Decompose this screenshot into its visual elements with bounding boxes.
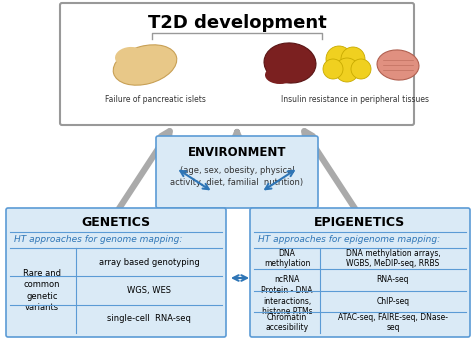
FancyBboxPatch shape	[6, 208, 226, 337]
Text: EPIGENETICS: EPIGENETICS	[314, 217, 406, 230]
Text: DNA methylation arrays,
WGBS, MeDIP-seq, RRBS: DNA methylation arrays, WGBS, MeDIP-seq,…	[346, 249, 440, 268]
Ellipse shape	[264, 43, 316, 83]
Text: Chromatin
accesibility: Chromatin accesibility	[265, 313, 309, 332]
Ellipse shape	[335, 58, 359, 82]
Ellipse shape	[326, 46, 352, 72]
Text: GENETICS: GENETICS	[82, 217, 151, 230]
Text: ENVIRONMENT: ENVIRONMENT	[188, 146, 286, 158]
Ellipse shape	[351, 59, 371, 79]
Text: DNA
methylation: DNA methylation	[264, 249, 310, 268]
Text: RNA-seq: RNA-seq	[377, 275, 409, 284]
Text: HT approaches for epigenome mapping:: HT approaches for epigenome mapping:	[258, 235, 440, 244]
FancyBboxPatch shape	[60, 3, 414, 125]
Text: Insulin resistance in peripheral tissues: Insulin resistance in peripheral tissues	[281, 95, 429, 104]
Text: (age, sex, obesity, physical
activity, diet, familial  nutrition): (age, sex, obesity, physical activity, d…	[171, 166, 303, 187]
FancyBboxPatch shape	[250, 208, 470, 337]
Text: array based genotyping: array based genotyping	[99, 258, 200, 267]
Text: ChIP-seq: ChIP-seq	[376, 296, 410, 306]
Text: Protein - DNA
interactions,
histone PTMs: Protein - DNA interactions, histone PTMs	[261, 286, 313, 316]
Ellipse shape	[323, 59, 343, 79]
Text: WGS, WES: WGS, WES	[127, 286, 171, 295]
FancyBboxPatch shape	[156, 136, 318, 208]
Ellipse shape	[115, 47, 145, 67]
Ellipse shape	[377, 50, 419, 80]
Ellipse shape	[113, 45, 177, 85]
Text: HT approaches for genome mapping:: HT approaches for genome mapping:	[14, 235, 182, 244]
Text: ATAC-seq, FAIRE-seq, DNase-
seq: ATAC-seq, FAIRE-seq, DNase- seq	[338, 313, 448, 332]
Ellipse shape	[265, 66, 295, 84]
Text: ncRNA: ncRNA	[274, 275, 300, 284]
Text: Rare and
common
genetic
variants: Rare and common genetic variants	[23, 269, 61, 312]
Ellipse shape	[341, 47, 365, 71]
Text: Failure of pancreatic islets: Failure of pancreatic islets	[105, 95, 205, 104]
Text: single-cell  RNA-seq: single-cell RNA-seq	[107, 314, 191, 323]
Text: T2D development: T2D development	[147, 14, 327, 32]
